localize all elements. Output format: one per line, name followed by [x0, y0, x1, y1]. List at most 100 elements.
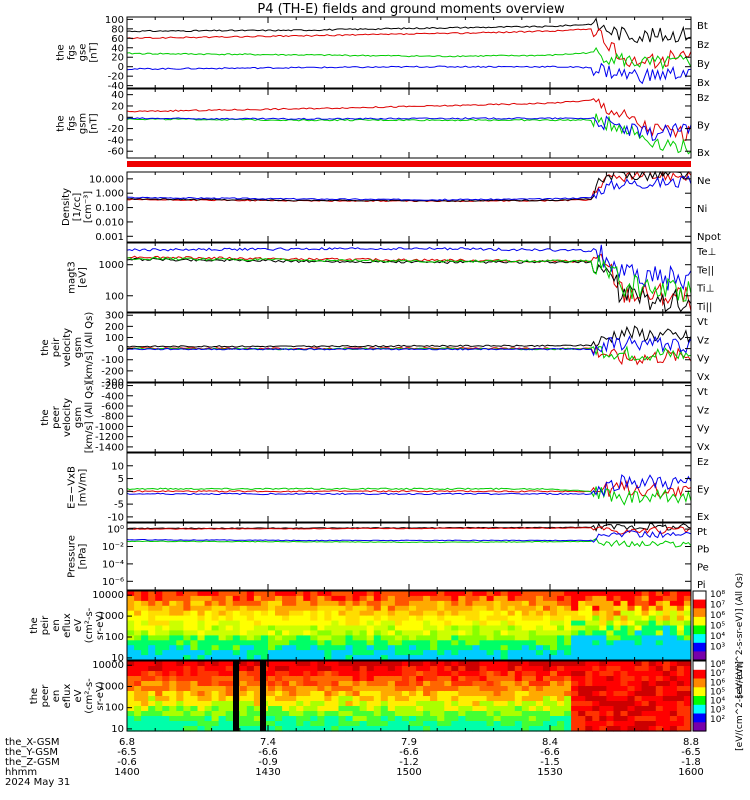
spectrogram-cell [543, 591, 551, 597]
spectrogram-cell [162, 625, 170, 631]
spectrogram-cell [211, 726, 220, 732]
spectrogram-cell [155, 615, 163, 622]
spectrogram-cell [669, 591, 678, 597]
spectrogram-cell [324, 726, 332, 732]
legend-item: Bx [697, 148, 710, 159]
spectrogram-cell [253, 716, 262, 722]
spectrogram-cell [606, 716, 614, 722]
spectrogram-cell [373, 701, 382, 707]
spectrogram-cell [507, 655, 516, 661]
y-axis-label: sr-eV) [95, 611, 106, 640]
spectrogram-cell [183, 666, 191, 672]
spectrogram-cell [444, 706, 452, 712]
spectrogram-cell [655, 666, 664, 672]
spectrogram-cell [204, 645, 213, 651]
x-tick-label: -6.6 [258, 747, 278, 758]
spectrogram-cell [211, 681, 220, 687]
spectrogram-cell [169, 655, 177, 661]
spectrogram-cell [190, 681, 198, 687]
spectrogram-cell [550, 645, 558, 651]
spectrogram-cell [409, 640, 417, 646]
spectrogram-cell [387, 635, 396, 641]
spectrogram-cell [416, 650, 424, 656]
spectrogram-cell [634, 681, 643, 687]
spectrogram-cell [423, 610, 431, 617]
spectrogram-cell [592, 716, 600, 722]
spectrogram-cell [451, 630, 459, 636]
spectrogram-cell [268, 650, 276, 656]
spectrogram-cell [176, 630, 184, 636]
spectrogram-cell [669, 691, 678, 697]
spectrogram-cell [409, 676, 417, 682]
spectrogram-cell [218, 650, 227, 656]
spectrogram-cell [423, 635, 431, 641]
y-tick-label: 10⁻⁴ [102, 559, 124, 570]
spectrogram-cell [162, 721, 170, 727]
spectrogram-cell [486, 645, 495, 651]
spectrogram-cell [571, 686, 579, 692]
spectrogram-cell [507, 650, 516, 656]
spectrogram-cell [359, 655, 368, 661]
spectrogram-cell [310, 671, 318, 677]
spectrogram-cell [401, 635, 410, 641]
date-label: 2024 May 31 [5, 777, 70, 788]
spectrogram-cell [317, 691, 325, 697]
spectrogram-cell [543, 640, 551, 646]
spectrogram-cell [662, 610, 671, 617]
spectrogram-cell [169, 591, 177, 597]
spectrogram-cell [394, 645, 403, 651]
spectrogram-cell [366, 610, 375, 617]
spectrogram-cell [500, 716, 509, 722]
spectrogram-cell [331, 711, 339, 717]
spectrogram-cell [409, 681, 417, 687]
spectrogram-cell [169, 605, 177, 612]
spectrogram-cell [176, 591, 184, 597]
y-tick-label: 60 [111, 34, 124, 45]
spectrogram-cell [275, 661, 283, 667]
spectrogram-cell [669, 615, 678, 622]
spectrogram-cell [444, 691, 452, 697]
spectrogram-cell [550, 721, 558, 727]
spectrogram-cell [557, 711, 565, 717]
spectrogram-cell [521, 650, 530, 656]
spectrogram-cell [169, 666, 177, 672]
spectrogram-cell [437, 701, 445, 707]
spectrogram-cell [634, 645, 643, 651]
spectrogram-cell [387, 726, 396, 732]
spectrogram-cell [514, 625, 523, 631]
spectrogram-cell [148, 661, 156, 667]
spectrogram-cell [218, 591, 227, 597]
spectrogram-cell [641, 620, 650, 627]
spectrogram-cell [190, 676, 198, 682]
spectrogram-cell [465, 600, 473, 607]
spectrogram-cell [204, 671, 213, 677]
spectrogram-cell [373, 696, 382, 702]
spectrogram-cell [493, 726, 502, 732]
spectrogram-cell [169, 595, 177, 602]
spectrogram-cell [634, 595, 643, 602]
spectrogram-cell [472, 666, 480, 672]
y-tick-label: 1.000 [95, 189, 124, 200]
spectrogram-cell [345, 620, 354, 627]
spectrogram-cell [176, 721, 184, 727]
spectrogram-cell [430, 721, 438, 727]
spectrogram-cell [352, 615, 361, 622]
spectrogram-cell [127, 686, 135, 692]
spectrogram-cell [627, 595, 636, 602]
spectrogram-cell [641, 686, 650, 692]
spectrogram-cell [585, 640, 593, 646]
spectrogram-cell [401, 666, 410, 672]
spectrogram-cell [451, 600, 459, 607]
spectrogram-cell [338, 671, 347, 677]
spectrogram-cell [627, 726, 636, 732]
spectrogram-cell [394, 691, 403, 697]
spectrogram-cell [303, 610, 311, 617]
spectrogram-cell [493, 701, 502, 707]
spectrogram-cell [366, 711, 375, 717]
spectrogram-cell [345, 640, 354, 646]
spectrogram-cell [507, 610, 516, 617]
spectrogram-cell [253, 721, 262, 727]
spectrogram-cell [169, 661, 177, 667]
spectrogram-cell [493, 721, 502, 727]
spectrogram-cell [683, 721, 692, 727]
